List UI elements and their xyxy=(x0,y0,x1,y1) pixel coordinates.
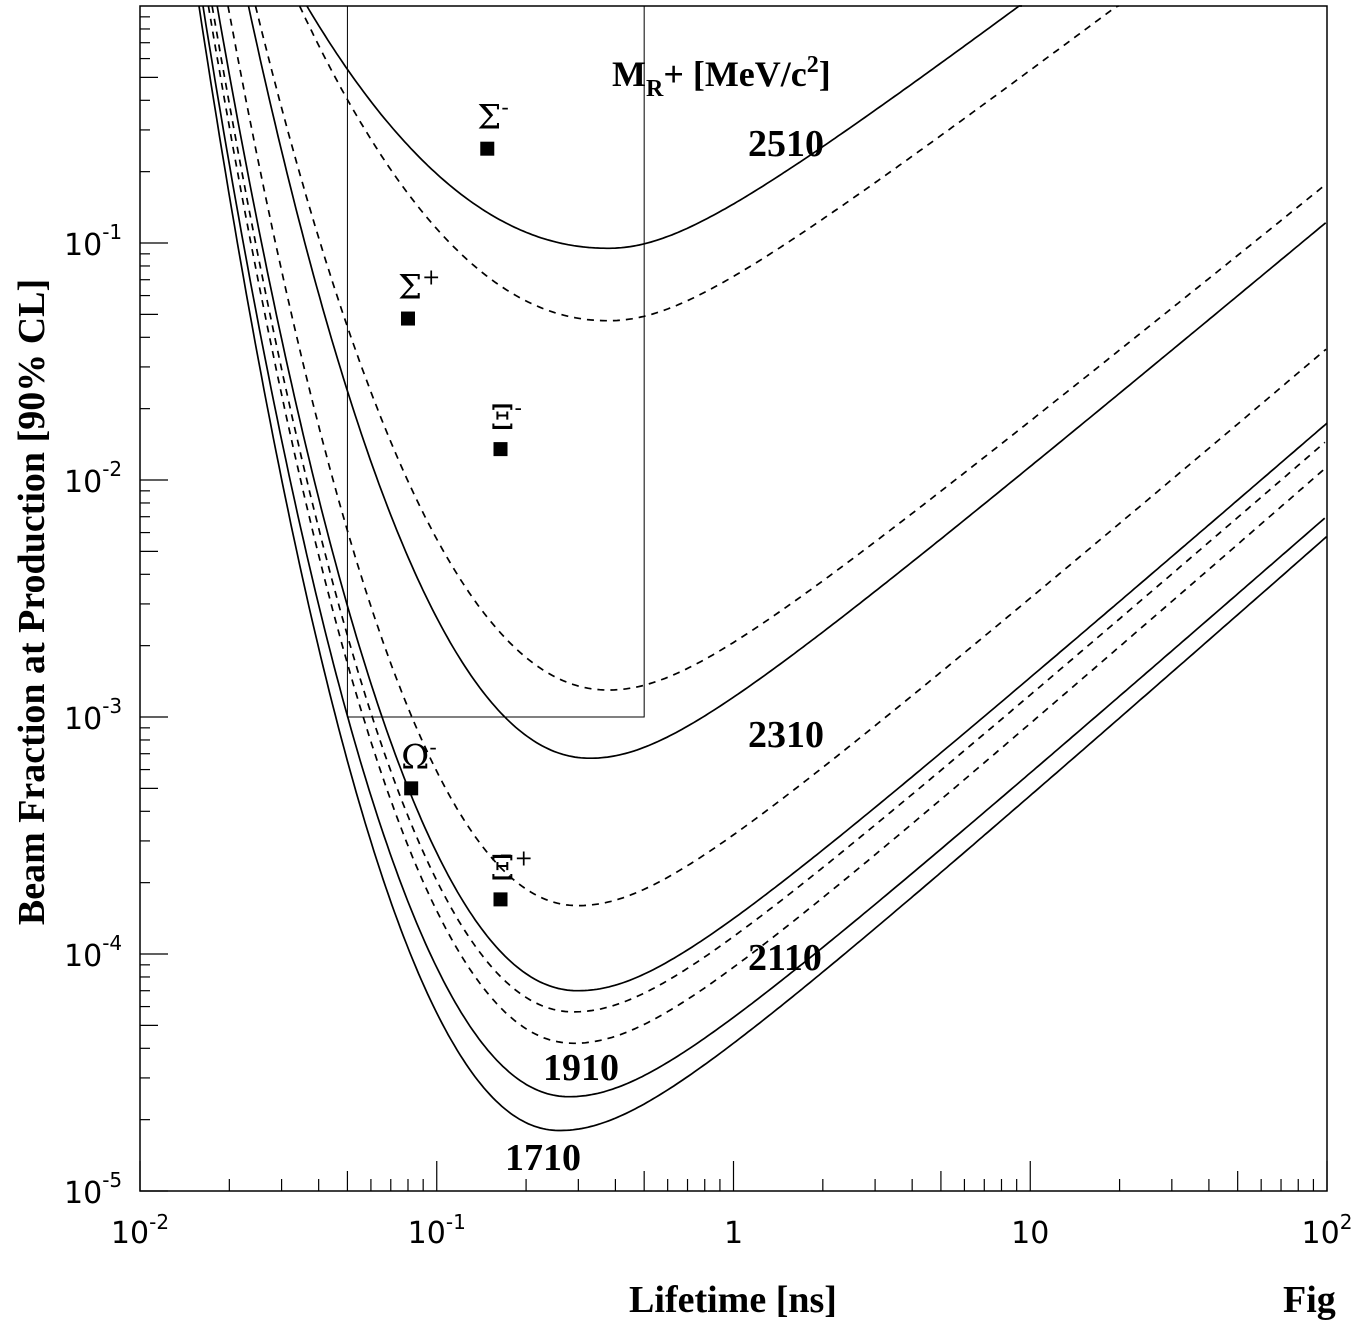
curve-label-2110: 2110 xyxy=(748,937,822,979)
series-curve-dashed-7 xyxy=(207,5,1328,1045)
y-tick-label: 10-3 xyxy=(64,694,122,737)
particle-label: Ξ̄+ xyxy=(491,846,533,888)
x-tick-label: 10-2 xyxy=(111,1210,169,1251)
series-curve-dashed-1 xyxy=(298,5,1119,322)
y-tick-label: 10-5 xyxy=(64,1168,122,1211)
y-axis-title: Beam Fraction at Production [90% CL] xyxy=(11,279,53,925)
series-curve-dashed-4 xyxy=(227,5,1327,907)
legend-title: MR+ [MeV/c2] xyxy=(612,52,831,102)
x-tick-label: 10-1 xyxy=(408,1210,466,1251)
particle-marker xyxy=(493,442,508,457)
series-curve-2310 xyxy=(247,5,1327,760)
y-tick-label: 10-4 xyxy=(64,931,122,974)
particle-marker xyxy=(400,311,415,326)
plot-area: 10-2 10-1 1 10 102 10-5 10-4 10-3 10-2 10-1 xyxy=(64,5,1353,1251)
annotations: 2510 2310 2110 1910 1710 MR+ [MeV/c2] xyxy=(505,52,831,1179)
particle-marker xyxy=(404,781,419,796)
curve-label-1710: 1710 xyxy=(505,1137,581,1179)
series-curve-dashed-2 xyxy=(254,5,1328,691)
x-axis-title: Lifetime [ns] xyxy=(629,1279,837,1321)
curve-label-2510: 2510 xyxy=(748,123,824,165)
particle-marker xyxy=(493,892,508,907)
series-curve-2510 xyxy=(306,5,1022,250)
series-curve-dashed-6 xyxy=(211,5,1326,1013)
particle-label: Σ+ xyxy=(398,266,440,308)
series-curve-1710 xyxy=(198,5,1328,1132)
particle-label: Ξ- xyxy=(491,396,522,438)
particle-label: Σ- xyxy=(477,96,508,138)
series-curve-1910 xyxy=(202,5,1326,1098)
curves xyxy=(198,5,1328,1132)
particle-marker xyxy=(480,141,495,156)
series-curve-2110 xyxy=(216,5,1328,992)
figure-label: Fig xyxy=(1283,1279,1336,1321)
particle-label: Ω- xyxy=(401,735,437,777)
y-tick-label: 10-1 xyxy=(64,220,122,263)
plot-frame xyxy=(139,5,1328,1192)
x-tick-label: 10 xyxy=(1011,1216,1049,1251)
particle-markers: Σ- Σ+ Ξ- Ω- Ξ̄+ xyxy=(398,96,533,907)
curve-label-2310: 2310 xyxy=(748,714,824,756)
x-tick-label: 102 xyxy=(1302,1210,1353,1251)
x-tick-label: 1 xyxy=(724,1216,743,1251)
curve-label-1910: 1910 xyxy=(543,1047,619,1089)
y-tick-label: 10-2 xyxy=(64,457,122,500)
region-box xyxy=(346,5,645,718)
